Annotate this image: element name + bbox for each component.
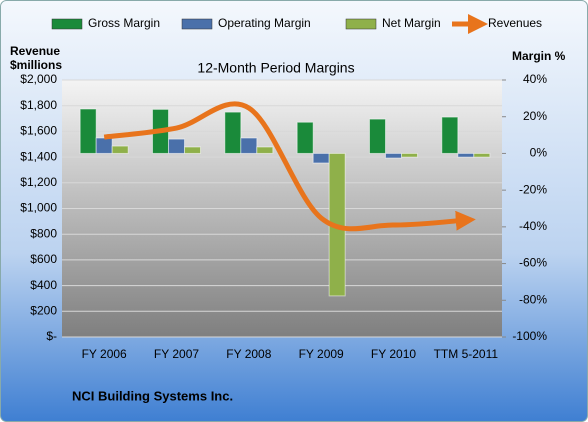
y-tick-label: $1,200 (20, 175, 57, 189)
y2-tick-label: -80% (519, 292, 547, 306)
bar (401, 152, 418, 158)
bar (296, 121, 314, 154)
legend-label: Net Margin (382, 16, 441, 30)
bar (457, 152, 475, 158)
y-tick-label: $600 (30, 252, 57, 266)
y-tick-label: $200 (30, 303, 57, 317)
legend-label: Gross Margin (88, 16, 160, 30)
legend-swatch (345, 18, 377, 30)
y-tick-label: $- (46, 329, 57, 343)
y-tick-label: $1,600 (20, 124, 57, 138)
x-tick-label: FY 2010 (371, 347, 416, 361)
bar (168, 138, 185, 154)
x-tick-label: FY 2009 (299, 347, 344, 361)
legend-swatch (181, 18, 213, 30)
y2-tick-label: 40% (523, 72, 547, 86)
revenue-line (103, 101, 476, 232)
bar (79, 108, 97, 154)
y-tick-label: $2,000 (20, 72, 57, 86)
y2-tick-label: -20% (519, 182, 547, 196)
footer: NCI Building Systems Inc. (72, 388, 233, 403)
bar (369, 118, 386, 154)
x-tick-label: FY 2008 (226, 347, 271, 361)
legend-label: Revenues (488, 16, 542, 30)
bar (473, 152, 491, 158)
x-tick-label: FY 2007 (154, 347, 199, 361)
legend-swatch (51, 18, 83, 30)
y2-tick-label: -60% (519, 256, 547, 270)
y2-tick-label: -40% (519, 219, 547, 233)
y2-tick-label: 0% (530, 146, 548, 160)
bar (224, 111, 242, 154)
bar (441, 116, 459, 154)
chart-title: 12-Month Period Margins (197, 60, 354, 76)
y-axis-title: $millions (10, 58, 62, 72)
y-tick-label: $1,000 (20, 201, 57, 215)
y-axis-title: Revenue (10, 44, 60, 58)
y-tick-label: $1,800 (20, 98, 57, 112)
y-tick-label: $1,400 (20, 149, 57, 163)
y-tick-label: $800 (30, 226, 57, 240)
bar (385, 152, 402, 159)
bar (111, 145, 129, 154)
y2-tick-label: -100% (512, 329, 547, 343)
bar (312, 152, 330, 164)
y2-tick-label: 20% (523, 109, 547, 123)
bar (256, 146, 274, 154)
y-tick-label: $400 (30, 278, 57, 292)
x-tick-label: TTM 5-2011 (434, 347, 499, 361)
bar (184, 146, 201, 154)
x-tick-label: FY 2006 (82, 347, 127, 361)
bar (240, 137, 258, 154)
legend-label: Operating Margin (218, 16, 311, 30)
bar (95, 137, 113, 154)
y2-axis-title: Margin % (512, 49, 566, 63)
